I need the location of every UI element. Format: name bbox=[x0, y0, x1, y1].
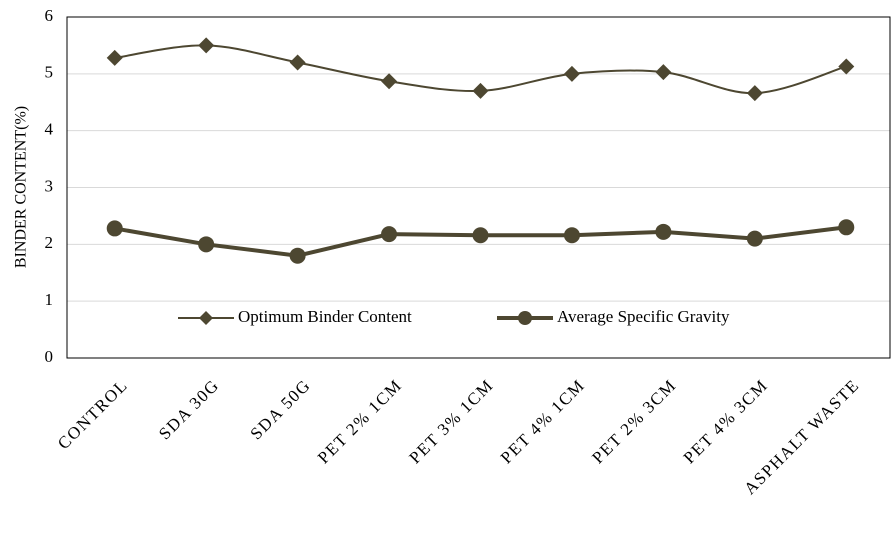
data-point bbox=[838, 58, 855, 75]
data-point bbox=[381, 73, 398, 90]
plot-border bbox=[66, 16, 891, 359]
data-point bbox=[198, 37, 215, 54]
y-tick-label: 6 bbox=[45, 6, 54, 25]
data-point bbox=[746, 85, 763, 102]
data-point bbox=[381, 226, 398, 243]
y-tick-label: 4 bbox=[45, 120, 54, 139]
data-point bbox=[289, 54, 306, 71]
data-point bbox=[563, 227, 580, 244]
y-tick-label: 3 bbox=[45, 176, 54, 195]
data-point bbox=[106, 49, 123, 66]
y-tick-label: 2 bbox=[45, 233, 54, 252]
y-tick-label: 0 bbox=[45, 347, 54, 366]
legend-label: Average Specific Gravity bbox=[557, 307, 730, 326]
data-point bbox=[563, 65, 580, 82]
x-tick-label: PET 3% 1CM bbox=[405, 375, 497, 467]
y-tick-label: 5 bbox=[45, 63, 54, 82]
x-tick-label: CONTROL bbox=[54, 375, 132, 453]
data-point bbox=[655, 223, 672, 240]
x-tick-label: SDA 30G bbox=[155, 375, 223, 443]
legend-swatch-marker bbox=[518, 311, 532, 325]
data-point bbox=[106, 220, 123, 237]
y-tick-label: 1 bbox=[45, 290, 54, 309]
x-tick-label: SDA 50G bbox=[246, 375, 314, 443]
x-tick-label: PET 4% 3CM bbox=[680, 375, 772, 467]
data-point bbox=[198, 236, 215, 253]
legend-label: Optimum Binder Content bbox=[238, 307, 412, 326]
y-axis-label: BINDER CONTENT(%) bbox=[13, 106, 30, 268]
data-point bbox=[655, 64, 672, 81]
data-point bbox=[838, 219, 855, 236]
data-point bbox=[289, 247, 306, 264]
x-tick-label: PET 2% 3CM bbox=[588, 375, 680, 467]
data-point bbox=[472, 227, 489, 244]
x-tick-label: PET 4% 1CM bbox=[497, 375, 589, 467]
data-point bbox=[746, 230, 763, 247]
x-tick-label: PET 2% 1CM bbox=[314, 375, 406, 467]
data-point bbox=[472, 82, 489, 99]
legend-swatch-marker bbox=[199, 311, 213, 325]
